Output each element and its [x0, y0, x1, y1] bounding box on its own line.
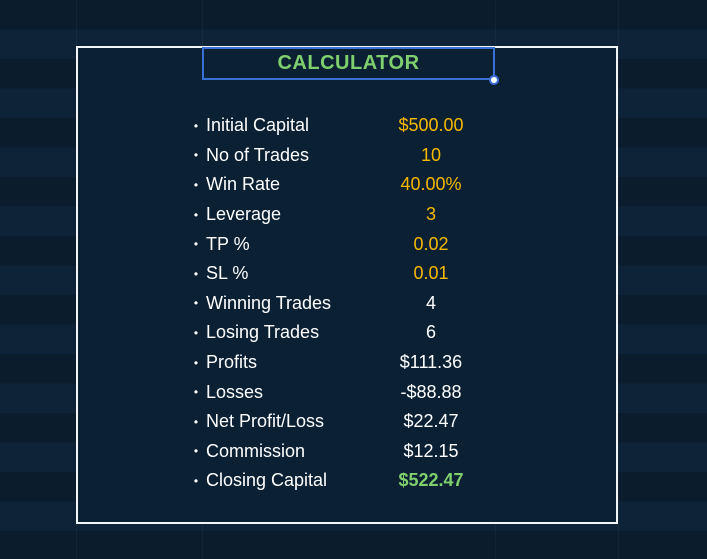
row-label: Leverage	[206, 204, 282, 225]
closing-capital-cell[interactable]: $522.47	[398, 470, 464, 491]
row-label: Initial Capital	[206, 115, 310, 136]
bullet-icon: •	[193, 385, 199, 400]
bullet-icon: •	[193, 444, 199, 459]
row-commission: • Commission $12.15	[186, 437, 516, 467]
bullet-icon: •	[193, 177, 199, 192]
row-label: Win Rate	[206, 174, 281, 195]
bullet-icon: •	[193, 473, 199, 488]
winning-trades-cell[interactable]: 4	[425, 292, 436, 313]
leverage-cell[interactable]: 3	[425, 204, 436, 225]
row-losing-trades: • Losing Trades 6	[186, 318, 516, 348]
row-profits: • Profits $111.36	[186, 348, 516, 378]
no-of-trades-cell[interactable]: 10	[420, 144, 442, 165]
row-label: Closing Capital	[206, 470, 328, 491]
grid-line	[618, 0, 619, 559]
bullet-icon: •	[193, 237, 199, 252]
calculator-title-cell[interactable]: CALCULATOR	[202, 47, 495, 80]
bullet-icon: •	[193, 296, 199, 311]
bullet-icon: •	[193, 207, 199, 222]
row-losses: • Losses -$88.88	[186, 377, 516, 407]
row-label: SL %	[206, 263, 249, 284]
selection-resize-handle[interactable]	[489, 75, 499, 85]
bullet-icon: •	[193, 266, 199, 281]
row-no-of-trades: • No of Trades 10	[186, 141, 516, 171]
row-win-rate: • Win Rate 40.00%	[186, 170, 516, 200]
win-rate-cell[interactable]: 40.00%	[400, 174, 462, 195]
bullet-icon: •	[193, 118, 199, 133]
bullet-icon: •	[193, 414, 199, 429]
profits-cell[interactable]: $111.36	[399, 352, 463, 373]
row-label: Losing Trades	[206, 322, 320, 343]
row-label: No of Trades	[206, 144, 310, 165]
row-initial-capital: • Initial Capital $500.00	[186, 111, 516, 141]
calculator-title: CALCULATOR	[277, 52, 420, 74]
row-label: Losses	[206, 381, 264, 402]
net-profit-loss-cell[interactable]: $22.47	[403, 411, 459, 432]
sl-percent-cell[interactable]: 0.01	[413, 263, 449, 284]
row-label: Net Profit/Loss	[206, 411, 325, 432]
row-label: Profits	[206, 352, 258, 373]
row-winning-trades: • Winning Trades 4	[186, 289, 516, 319]
row-net-profit-loss: • Net Profit/Loss $22.47	[186, 407, 516, 437]
losing-trades-cell[interactable]: 6	[425, 322, 436, 343]
row-leverage: • Leverage 3	[186, 200, 516, 230]
bullet-icon: •	[193, 355, 199, 370]
initial-capital-cell[interactable]: $500.00	[398, 115, 464, 136]
calculator-rows: • Initial Capital $500.00 • No of Trades…	[186, 111, 516, 496]
tp-percent-cell[interactable]: 0.02	[413, 233, 449, 254]
row-sl-percent: • SL % 0.01	[186, 259, 516, 289]
row-label: Winning Trades	[206, 292, 332, 313]
row-label: Commission	[206, 440, 306, 461]
bullet-icon: •	[193, 325, 199, 340]
calculator-panel	[76, 46, 618, 524]
bullet-icon: •	[193, 148, 199, 163]
row-closing-capital: • Closing Capital $522.47	[186, 466, 516, 496]
commission-cell[interactable]: $12.15	[403, 440, 459, 461]
losses-cell[interactable]: -$88.88	[400, 381, 462, 402]
row-label: TP %	[206, 233, 250, 254]
row-tp-percent: • TP % 0.02	[186, 229, 516, 259]
